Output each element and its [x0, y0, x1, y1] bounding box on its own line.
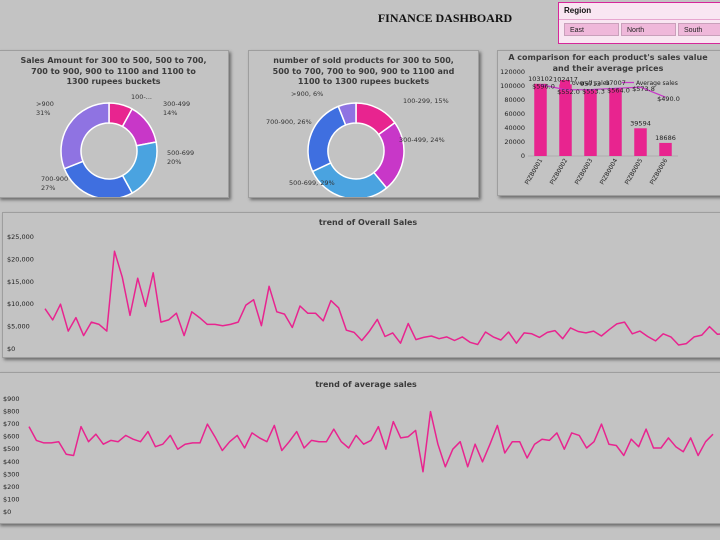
average-sales-y-tick-label: $400: [3, 458, 20, 466]
products-sold-slice-3: [307, 105, 347, 173]
products-sold-data-label: 300-499, 24%: [399, 136, 445, 144]
bar-overall-sales: [609, 88, 622, 156]
overall-sales-card: trend of Overall Sales $0 $5,000 $10,000 $1…: [2, 212, 720, 358]
overall-sales-y-tick-label: $0: [7, 345, 15, 353]
sales-amount-chart-title: Sales Amount for 300 to 500, 500 to 700,…: [20, 56, 207, 86]
overall-sales-y-tick-label: $15,000: [7, 278, 34, 286]
legend-swatch-overall-sales: [560, 80, 570, 85]
y-tick-label: 20000: [504, 138, 525, 146]
bar-data-label: 102417: [553, 75, 578, 83]
x-tick-label: PIZB0005: [624, 157, 645, 186]
x-tick-label: PIZB0002: [549, 157, 570, 186]
products-sold-slice-4: [337, 102, 357, 126]
line-average-sales: [540, 83, 666, 98]
average-sales-y-tick-label: $900: [3, 395, 20, 403]
bar-data-label: 95713: [580, 80, 601, 88]
sales-amount-slice-3: [63, 160, 134, 197]
slicer-item-east[interactable]: East: [564, 23, 619, 36]
line-data-label: $553.3: [582, 88, 605, 96]
sales-amount-data-label: >900: [36, 100, 54, 108]
average-sales-y-tick-label: $600: [3, 433, 20, 441]
sales-amount-data-label: 20%: [167, 158, 181, 166]
dashboard-title: FINANCE DASHBOARD: [377, 11, 513, 25]
y-tick-label: 100000: [500, 82, 525, 90]
overall-sales-y-tick-label: $10,000: [7, 300, 34, 308]
bar-data-label: 103102: [528, 75, 553, 83]
line-data-label: $573.8: [632, 85, 655, 93]
sales-amount-data-label: 100-...: [131, 93, 152, 101]
average-sales-chart-title: trend of average sales: [315, 380, 417, 389]
bar-overall-sales: [634, 128, 647, 156]
products-sold-card: number of sold products for 300 to 500, …: [248, 50, 479, 198]
products-sold-data-label: 100-299, 15%: [403, 97, 449, 105]
bar-data-label: 18686: [655, 134, 676, 142]
bar-overall-sales: [659, 142, 672, 156]
overall-sales-chart-title: trend of Overall Sales: [318, 218, 418, 227]
line-data-label: $490.0: [657, 95, 680, 103]
sales-amount-card: Sales Amount for 300 to 500, 500 to 700,…: [0, 50, 229, 198]
average-sales-y-tick-label: $700: [3, 420, 20, 428]
line-data-label: $564.0: [607, 86, 630, 94]
y-tick-label: 60000: [504, 110, 525, 118]
product-comparison-combo-chart: overall sales Average sales 0 20000 40000 600…: [500, 68, 680, 186]
average-sales-y-tick-label: $100: [3, 495, 20, 503]
x-tick-label: PIZB0001: [524, 157, 545, 186]
average-sales-line-chart: $0 $100 $200 $300 $400 $500 $600 $700 $800 $900: [3, 395, 714, 516]
y-tick-label: 80000: [504, 96, 525, 104]
product-comparison-chart-title: A comparison for each product's sales va…: [508, 53, 708, 73]
overall-sales-y-tick-label: $5,000: [7, 323, 30, 331]
average-sales-y-tick-label: $0: [3, 508, 11, 516]
slicer-title: Region: [564, 6, 592, 15]
x-tick-label: PIZB0004: [599, 157, 620, 186]
y-tick-label: 40000: [504, 124, 525, 132]
bar-overall-sales: [534, 83, 547, 156]
average-sales-y-tick-label: $800: [3, 408, 20, 416]
sales-amount-slice-4: [60, 102, 110, 170]
product-comparison-card: A comparison for each product's sales va…: [497, 50, 720, 196]
bar-data-label: 97007: [605, 79, 626, 87]
products-sold-data-label: 700-900, 26%: [266, 118, 312, 126]
overall-sales-line: [44, 250, 720, 346]
x-tick-label: PIZB0006: [649, 157, 670, 186]
bar-overall-sales: [584, 89, 597, 156]
bar-data-label: 39594: [630, 119, 651, 127]
average-sales-y-tick-label: $500: [3, 445, 20, 453]
y-tick-label: 120000: [500, 68, 525, 76]
products-sold-data-label: 500-699, 29%: [289, 179, 335, 187]
sales-amount-data-label: 14%: [163, 109, 177, 117]
sales-amount-data-label: 300-499: [163, 100, 190, 108]
line-data-label: $596.0: [532, 82, 555, 90]
y-tick-label: 0: [521, 152, 525, 160]
line-data-label: $552.0: [557, 88, 580, 96]
sales-amount-data-label: 500-699: [167, 149, 194, 157]
x-tick-label: PIZB0003: [574, 157, 595, 186]
overall-sales-y-tick-label: $20,000: [7, 255, 34, 263]
sales-amount-data-label: 27%: [41, 184, 55, 192]
sales-amount-data-label: 700-900: [41, 175, 68, 183]
average-sales-line: [28, 410, 714, 473]
region-slicer[interactable]: Region East North South: [558, 2, 720, 44]
slicer-item-north[interactable]: North: [621, 23, 676, 36]
sales-amount-data-label: 31%: [36, 109, 50, 117]
legend-label-average-sales: Average sales: [636, 80, 678, 87]
products-sold-chart-title: number of sold products for 300 to 500, …: [272, 56, 455, 86]
average-sales-card: trend of average sales $0 $100 $200 $300 $40…: [0, 372, 720, 524]
slicer-divider: [559, 19, 720, 20]
legend-label-overall-sales: overall sales: [572, 80, 610, 87]
slicer-item-south[interactable]: South: [678, 23, 720, 36]
bar-overall-sales: [559, 84, 572, 156]
products-sold-data-label: >900, 6%: [291, 90, 323, 98]
average-sales-y-tick-label: $200: [3, 483, 20, 491]
average-sales-y-tick-label: $300: [3, 470, 20, 478]
products-sold-donut-chart: 100-299, 15% 300-499, 24% 500-699, 29% 700-…: [266, 90, 449, 197]
overall-sales-y-tick-label: $25,000: [7, 233, 34, 241]
overall-sales-line-chart: $0 $5,000 $10,000 $15,000 $20,000 $25,000: [7, 233, 720, 353]
combo-legend: overall sales Average sales: [560, 80, 678, 87]
